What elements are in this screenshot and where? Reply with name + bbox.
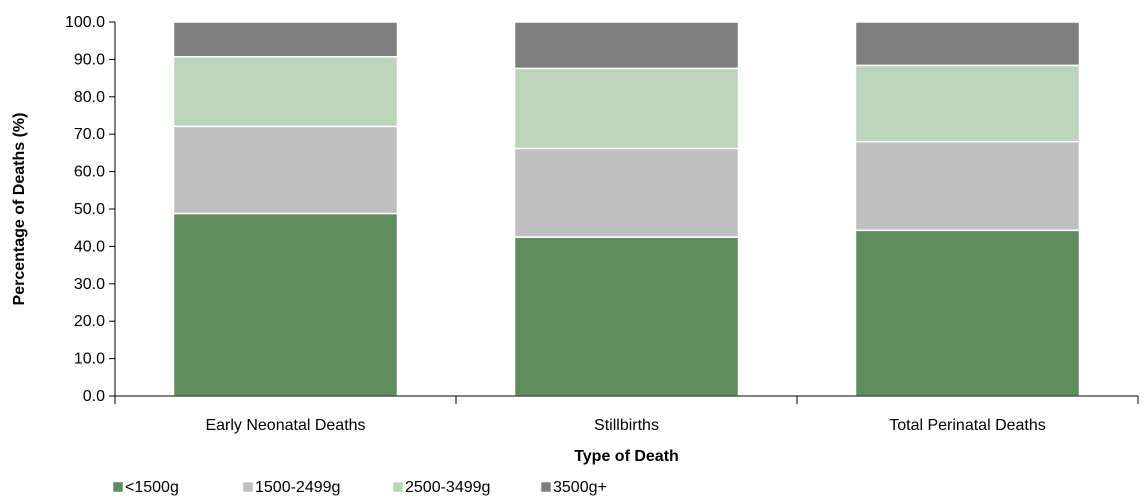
bar-segment (513, 21, 740, 70)
bar-segment (854, 140, 1081, 232)
y-tick-label: 30.0 (74, 276, 105, 293)
x-axis-title: Type of Death (574, 448, 679, 465)
bar-segment (854, 21, 1081, 67)
bar-segment (172, 125, 399, 215)
y-tick-label: 70.0 (74, 126, 105, 143)
y-tick-label: 40.0 (74, 238, 105, 255)
x-tick-label: Total Perinatal Deaths (889, 417, 1046, 434)
bar-segment (172, 56, 399, 128)
legend-label: 2500-3499g (405, 479, 490, 496)
bar-segment (513, 67, 740, 150)
x-tick-label: Early Neonatal Deaths (205, 417, 365, 434)
y-tick-label: 20.0 (74, 313, 105, 330)
legend-swatch (392, 481, 404, 493)
y-tick-label: 0.0 (83, 388, 105, 405)
legend-label: <1500g (125, 479, 179, 496)
legend: <1500g 1500-2499g 2500-3499g 3500g+ (112, 479, 607, 496)
y-tick-label: 50.0 (74, 201, 105, 218)
y-tick-label: 10.0 (74, 351, 105, 368)
legend-swatch (242, 481, 254, 493)
bar-segment (513, 147, 740, 238)
bar-segment (172, 21, 399, 58)
legend-swatch (112, 481, 124, 493)
y-tick-label: 90.0 (74, 51, 105, 68)
bar-segment (854, 64, 1081, 143)
bar-segment (513, 236, 740, 397)
bar-segment (854, 229, 1081, 397)
y-axis-title: Percentage of Deaths (%) (11, 113, 28, 306)
bar-segment (172, 212, 399, 397)
y-tick-label: 80.0 (74, 89, 105, 106)
legend-swatch (540, 481, 552, 493)
y-ticks-group: 0.0 10.0 20.0 30.0 40.0 50.0 60.0 70.0 80.0 90.0 1… (65, 14, 115, 405)
x-ticks-group: Early Neonatal Deaths Stillbirths Total Pe… (114, 396, 1139, 434)
y-tick-label: 60.0 (74, 164, 105, 181)
bars-group (172, 21, 1081, 397)
y-tick-label: 100.0 (65, 14, 105, 31)
x-tick-label: Stillbirths (594, 417, 659, 434)
legend-label: 1500-2499g (255, 479, 340, 496)
legend-label: 3500g+ (553, 479, 607, 496)
